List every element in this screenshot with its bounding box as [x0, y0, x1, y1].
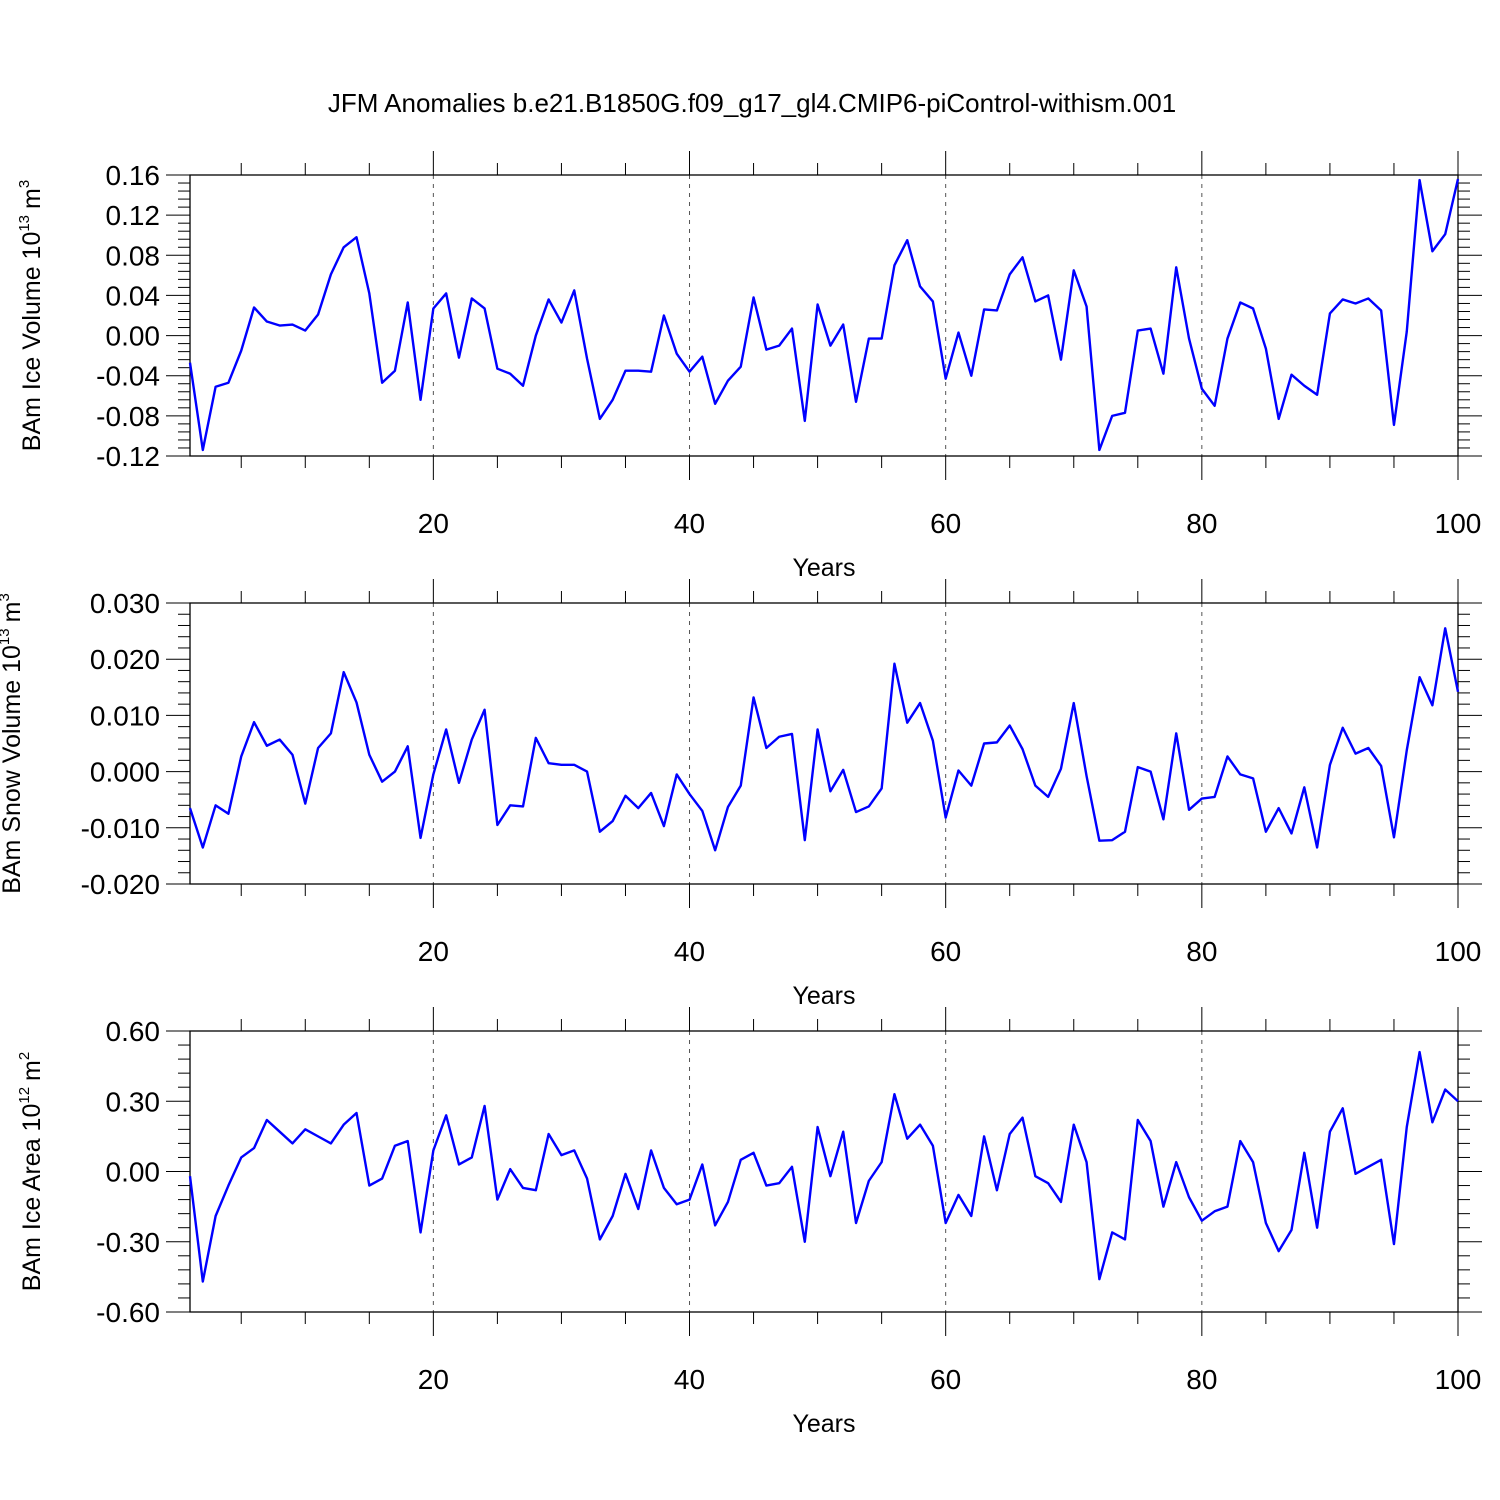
y-label-unit: m [0, 602, 26, 623]
x-tick-label: 20 [418, 936, 449, 967]
x-tick-label: 40 [674, 936, 705, 967]
y-label-unit: m [18, 188, 46, 209]
y-label-exponent: 13 [16, 215, 33, 232]
y-axis-label: BAm Ice Area 1012 m2 [16, 1052, 46, 1291]
x-tick-label: 80 [1186, 1364, 1217, 1395]
y-label-exponent: 13 [0, 628, 13, 645]
panel-2: -0.020 -0.010 0.000 0.010 0.020 0.030 20 40 60 80… [0, 579, 1482, 1010]
chart-title: JFM Anomalies b.e21.B1850G.f09_g17_gl4.C… [328, 88, 1176, 118]
y-label-main: BAm Ice Area 10 [18, 1104, 46, 1292]
y-tick-label: 0.020 [90, 644, 160, 675]
y-label-unit-exponent: 3 [16, 180, 33, 188]
data-points [189, 1052, 1459, 1282]
panel-1: -0.12 -0.08 -0.04 0.00 0.04 0.08 0.12 0.16 20 40 6… [16, 151, 1482, 582]
x-axis-label: Years [792, 1410, 855, 1438]
x-tick-label: 100 [1435, 1364, 1482, 1395]
y-label-unit: m [18, 1060, 46, 1081]
x-tick-label: 100 [1435, 508, 1482, 539]
y-tick-label: 0.30 [106, 1086, 161, 1117]
y-tick-label: -0.04 [96, 361, 160, 392]
series-line [188, 627, 1460, 852]
y-tick-label: -0.08 [96, 401, 160, 432]
data-points [189, 179, 1459, 450]
y-tick-label: 0.12 [106, 200, 161, 231]
series-line [188, 1050, 1459, 1283]
series-line [188, 178, 1460, 452]
x-tick-label: 60 [930, 508, 961, 539]
y-tick-label: 0.000 [90, 757, 160, 788]
y-tick-label: -0.12 [96, 441, 160, 472]
x-tick-label: 40 [674, 1364, 705, 1395]
y-axis-label: BAm Snow Volume 1013 m3 [0, 593, 26, 894]
y-tick-label: 0.00 [106, 321, 161, 352]
y-tick-label: -0.30 [96, 1227, 160, 1258]
data-points [189, 628, 1459, 851]
y-tick-label: -0.020 [81, 869, 160, 900]
y-axis-label: BAm Ice Volume 1013 m3 [16, 180, 46, 451]
x-tick-label: 20 [418, 508, 449, 539]
panels: -0.12 -0.08 -0.04 0.00 0.04 0.08 0.12 0.16 20 40 6… [0, 151, 1482, 1438]
x-tick-label: 60 [930, 936, 961, 967]
y-label-unit-exponent: 3 [0, 593, 13, 601]
y-tick-label: 0.030 [90, 588, 160, 619]
y-tick-label: 0.00 [106, 1157, 161, 1188]
y-label-main: BAm Snow Volume 10 [0, 645, 26, 894]
y-tick-label: 0.08 [106, 240, 161, 271]
x-tick-label: 20 [418, 1364, 449, 1395]
x-tick-label: 80 [1186, 936, 1217, 967]
x-tick-label: 40 [674, 508, 705, 539]
plot-frame [189, 174, 1459, 457]
y-tick-label: 0.010 [90, 700, 160, 731]
x-tick-label: 60 [930, 1364, 961, 1395]
y-label-main: BAm Ice Volume 10 [18, 232, 46, 452]
y-tick-label: -0.60 [96, 1297, 160, 1328]
x-axis-label: Years [792, 982, 855, 1010]
y-tick-label: 0.04 [106, 280, 161, 311]
plot-frame [189, 602, 1459, 885]
plot-frame [189, 1030, 1459, 1313]
x-tick-label: 80 [1186, 508, 1217, 539]
x-tick-label: 100 [1435, 936, 1482, 967]
y-tick-label: -0.010 [81, 813, 160, 844]
x-axis-label: Years [792, 554, 855, 582]
panel-3: -0.60 -0.30 0.00 0.30 0.60 20 40 60 80 100 Years BA… [16, 1007, 1482, 1438]
y-label-exponent: 12 [16, 1087, 33, 1104]
y-tick-label: 0.16 [106, 160, 161, 191]
y-tick-label: 0.60 [106, 1016, 161, 1047]
y-label-unit-exponent: 2 [16, 1052, 33, 1060]
